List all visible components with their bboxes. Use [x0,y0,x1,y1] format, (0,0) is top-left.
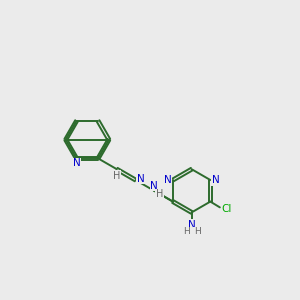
Text: H: H [194,227,200,236]
Text: N: N [73,158,80,169]
Text: N: N [164,175,171,185]
Text: N: N [212,175,220,185]
Text: N: N [150,181,158,191]
Text: H: H [113,171,121,181]
Text: H: H [156,189,163,200]
Text: H: H [183,227,190,236]
Text: N: N [188,220,196,230]
Text: Cl: Cl [221,204,232,214]
Text: N: N [137,173,145,184]
